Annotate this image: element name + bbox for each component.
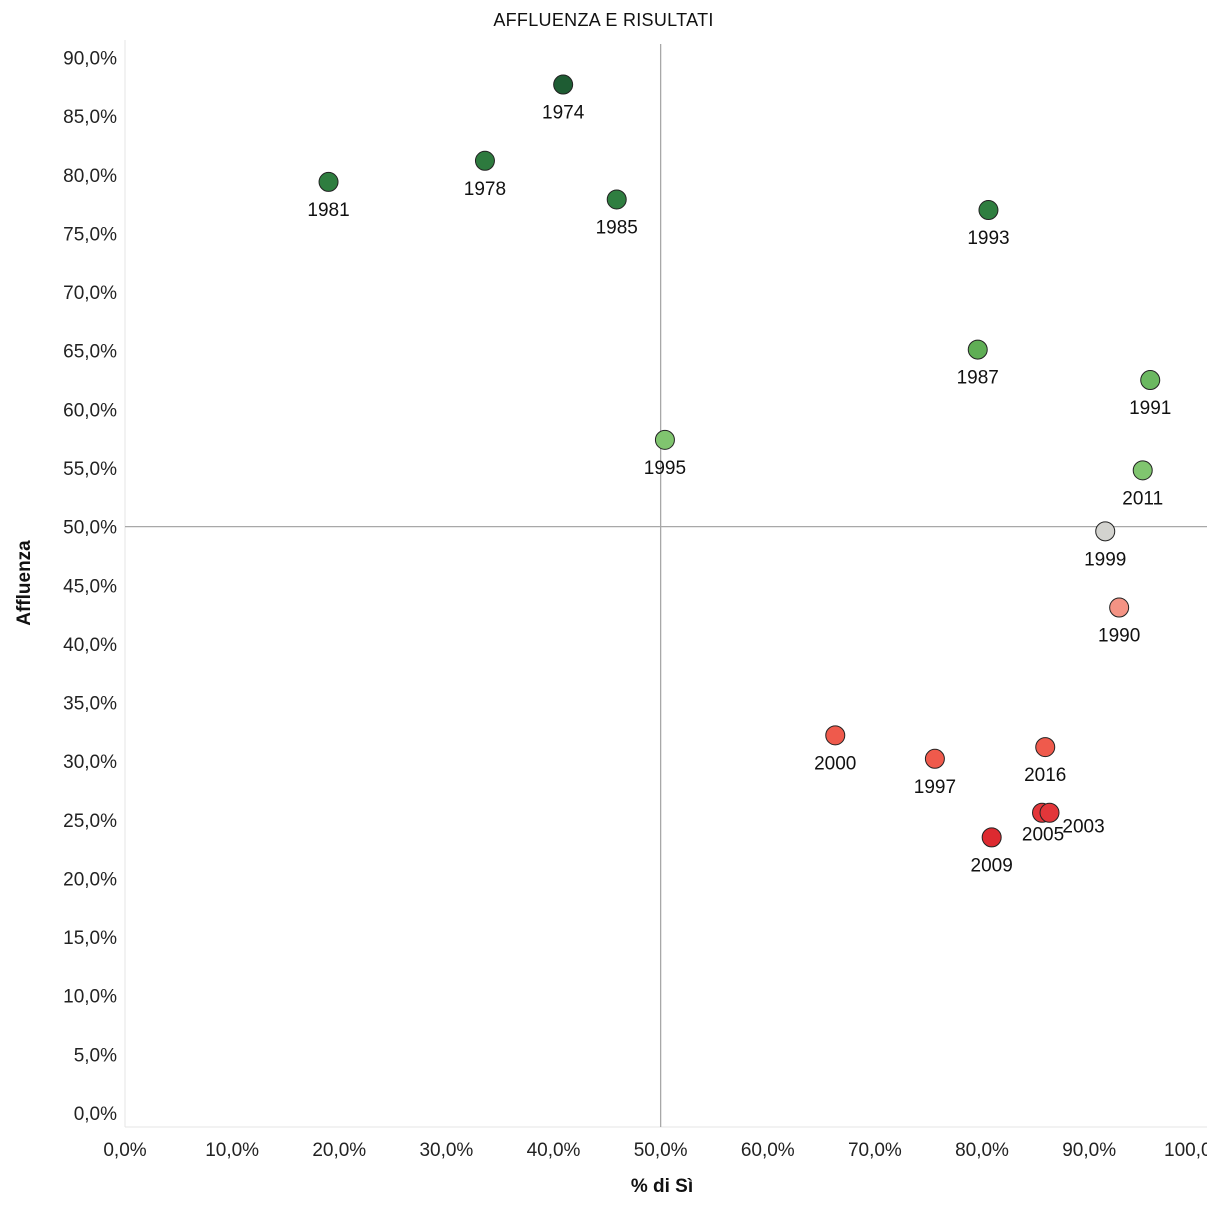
y-tick-label: 50,0% — [63, 518, 117, 539]
data-point-2009 — [981, 827, 1002, 848]
x-tick-label: 20,0% — [312, 1140, 366, 1161]
x-tick-label: 0,0% — [103, 1140, 146, 1161]
x-tick-label: 100,0% — [1164, 1140, 1207, 1161]
y-tick-label: 30,0% — [63, 752, 117, 773]
y-tick-label: 85,0% — [63, 107, 117, 128]
y-tick-label: 75,0% — [63, 224, 117, 245]
point-label-1987: 1987 — [957, 368, 999, 389]
point-label-1997: 1997 — [914, 777, 956, 798]
data-point-2003 — [1039, 802, 1060, 823]
x-tick-label: 90,0% — [1062, 1140, 1116, 1161]
x-axis-title: % di Sì — [631, 1176, 693, 1197]
y-tick-label: 35,0% — [63, 694, 117, 715]
data-point-1990 — [1109, 597, 1130, 618]
y-tick-label: 80,0% — [63, 166, 117, 187]
y-tick-label: 90,0% — [63, 49, 117, 70]
y-tick-label: 0,0% — [74, 1104, 117, 1125]
point-label-2009: 2009 — [971, 855, 1013, 876]
data-point-1978 — [474, 150, 495, 171]
y-tick-label: 55,0% — [63, 459, 117, 480]
y-tick-label: 60,0% — [63, 400, 117, 421]
point-label-1993: 1993 — [967, 228, 1009, 249]
point-label-1974: 1974 — [542, 103, 585, 124]
data-point-1991 — [1140, 370, 1161, 391]
point-label-2003: 2003 — [1062, 817, 1104, 838]
data-point-1987 — [967, 339, 988, 360]
y-tick-label: 40,0% — [63, 635, 117, 656]
y-tick-label: 10,0% — [63, 987, 117, 1008]
data-points — [318, 74, 1161, 848]
point-labels: 1974 1978 1981 1985 1993 1987 1991 1995 2011 1999… — [307, 103, 1171, 877]
data-point-2011 — [1132, 460, 1153, 481]
x-tick-label: 60,0% — [741, 1140, 795, 1161]
point-label-1981: 1981 — [307, 200, 349, 221]
chart-title: AFFLUENZA E RISULTATI — [493, 10, 714, 30]
y-tick-label: 70,0% — [63, 283, 117, 304]
point-label-1990: 1990 — [1098, 626, 1140, 647]
y-tick-label: 5,0% — [74, 1045, 117, 1066]
point-label-1999: 1999 — [1084, 549, 1126, 570]
x-tick-label: 10,0% — [205, 1140, 259, 1161]
x-tick-label: 40,0% — [527, 1140, 581, 1161]
axis-lines — [124, 40, 1207, 1128]
data-point-2016 — [1035, 737, 1056, 758]
data-point-1995 — [654, 429, 675, 450]
data-point-1981 — [318, 171, 339, 192]
y-tick-label: 20,0% — [63, 869, 117, 890]
data-point-1999 — [1095, 521, 1116, 542]
y-tick-label: 65,0% — [63, 342, 117, 363]
data-point-2000 — [825, 725, 846, 746]
reference-lines — [125, 44, 1207, 1127]
point-label-1985: 1985 — [596, 217, 638, 238]
data-point-1985 — [606, 189, 627, 210]
point-label-1991: 1991 — [1129, 398, 1171, 419]
data-point-1974 — [553, 74, 574, 95]
y-tick-label: 25,0% — [63, 811, 117, 832]
point-label-2016: 2016 — [1024, 765, 1066, 786]
x-tick-label: 30,0% — [419, 1140, 473, 1161]
y-tick-label: 15,0% — [63, 928, 117, 949]
y-axis-title: Affluenza — [14, 540, 35, 626]
x-tick-label: 80,0% — [955, 1140, 1009, 1161]
data-point-1997 — [924, 748, 945, 769]
data-point-1993 — [978, 200, 999, 221]
x-tick-label: 70,0% — [848, 1140, 902, 1161]
point-label-1995: 1995 — [644, 458, 686, 479]
y-tick-label: 45,0% — [63, 576, 117, 597]
x-axis-ticks: 0,0% 10,0% 20,0% 30,0% 40,0% 50,0% 60,0% 70,0% 8… — [103, 1140, 1207, 1161]
point-label-1978: 1978 — [464, 179, 506, 200]
x-tick-label: 50,0% — [634, 1140, 688, 1161]
y-axis-ticks: 0,0% 5,0% 10,0% 15,0% 20,0% 25,0% 30,0% 35,0% 40… — [63, 49, 117, 1125]
point-label-2005: 2005 — [1022, 825, 1064, 846]
point-label-2000: 2000 — [814, 753, 856, 774]
point-label-2011: 2011 — [1122, 488, 1163, 509]
